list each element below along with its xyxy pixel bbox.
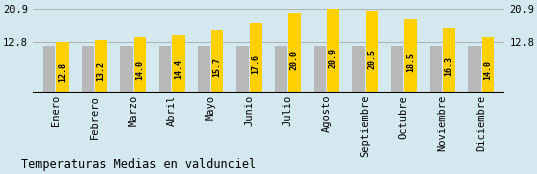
Bar [275, 46, 287, 93]
Bar [314, 46, 326, 93]
Text: 15.7: 15.7 [213, 57, 222, 77]
Bar [198, 46, 210, 93]
Bar [82, 46, 94, 93]
Text: 14.4: 14.4 [174, 59, 183, 79]
Text: 20.0: 20.0 [290, 50, 299, 70]
Text: 20.5: 20.5 [367, 49, 376, 69]
Bar [430, 46, 442, 93]
Text: 14.0: 14.0 [135, 60, 144, 80]
Text: 12.8: 12.8 [58, 62, 67, 82]
Text: 13.2: 13.2 [97, 61, 106, 81]
Bar [134, 37, 146, 93]
Text: 17.6: 17.6 [251, 54, 260, 74]
Bar [352, 46, 365, 93]
Bar [120, 46, 133, 93]
Bar [236, 46, 249, 93]
Bar [391, 46, 403, 93]
Bar [482, 37, 494, 93]
Bar [43, 46, 55, 93]
Bar [366, 11, 378, 93]
Bar [211, 30, 223, 93]
Bar [159, 46, 171, 93]
Bar [468, 46, 481, 93]
Text: Temperaturas Medias en valdunciel: Temperaturas Medias en valdunciel [21, 157, 257, 171]
Text: 16.3: 16.3 [445, 56, 454, 76]
Bar [327, 9, 339, 93]
Bar [250, 22, 262, 93]
Bar [56, 42, 69, 93]
Bar [288, 13, 301, 93]
Bar [172, 35, 185, 93]
Bar [95, 40, 107, 93]
Text: 18.5: 18.5 [406, 52, 415, 72]
Bar [443, 28, 455, 93]
Text: 20.9: 20.9 [329, 48, 338, 68]
Bar [404, 19, 417, 93]
Text: 14.0: 14.0 [483, 60, 492, 80]
